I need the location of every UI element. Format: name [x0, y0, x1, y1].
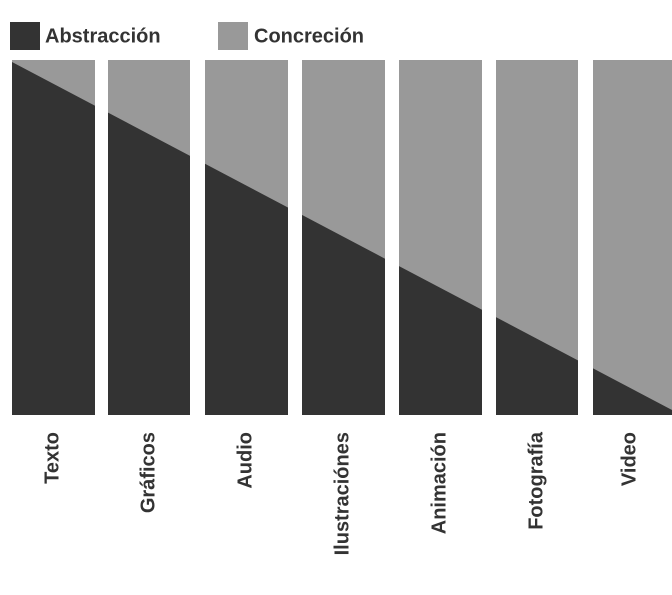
column-label: Ilustraciónes [331, 432, 353, 555]
column-label: Animación [428, 432, 450, 534]
legend-label: Concreción [254, 25, 364, 47]
column-label: Audio [234, 432, 256, 489]
legend-label: Abstracción [45, 25, 161, 47]
abstraction-area [12, 60, 672, 415]
column-label: Texto [41, 432, 63, 484]
legend-swatch-abstraction [10, 22, 40, 50]
column-labels: Texto Gráficos Audio Ilustraciónes Animación… [41, 431, 640, 555]
column-label: Video [618, 432, 640, 486]
legend-swatch-concretion [218, 22, 248, 50]
column-label: Fotografía [525, 431, 547, 530]
columns [12, 60, 672, 415]
column-label: Gráficos [137, 432, 159, 513]
